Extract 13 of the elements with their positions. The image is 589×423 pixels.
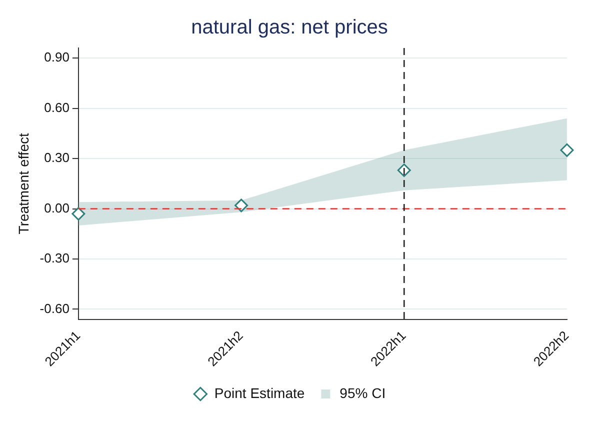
legend-label: 95% CI	[340, 384, 386, 401]
y-tick-label: 0.90	[44, 50, 70, 65]
y-tick-label: 0.60	[44, 100, 70, 115]
y-tick-label: 0.00	[44, 200, 70, 216]
chart-title: natural gas: net prices	[191, 16, 388, 39]
point	[72, 207, 86, 221]
y-tick-label: -0.60	[40, 300, 70, 316]
legend-label: Point Estimate	[214, 384, 305, 401]
point	[234, 198, 248, 212]
point	[560, 143, 574, 157]
y-tick-label: 0.30	[44, 150, 70, 166]
y-tick-label: -0.30	[40, 250, 70, 266]
y-axis-title: Treatment effect	[15, 132, 32, 234]
